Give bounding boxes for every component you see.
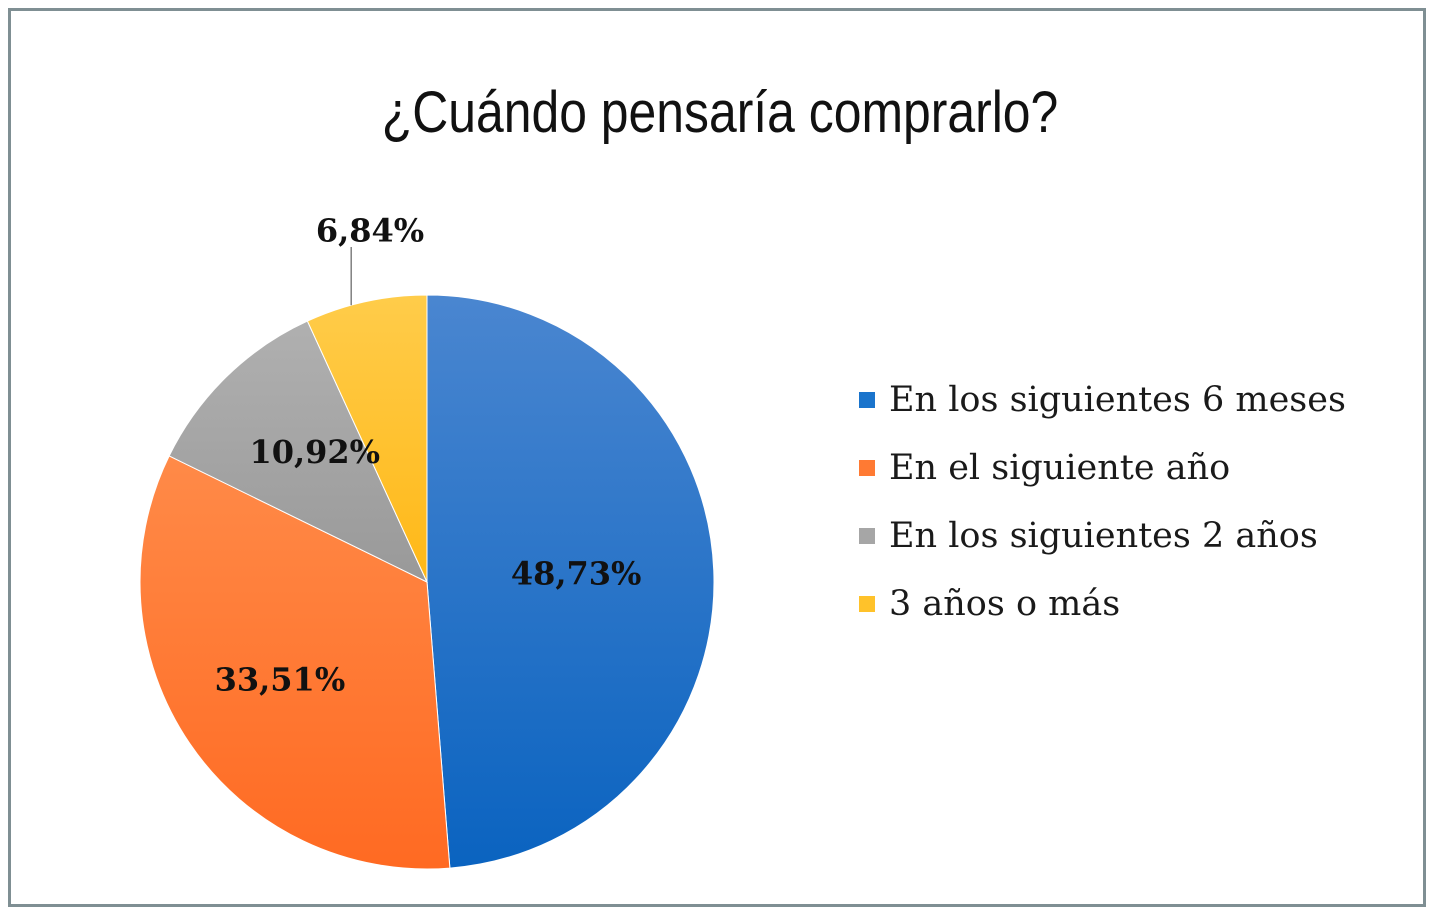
legend-label: En los siguientes 2 años [889, 516, 1318, 556]
slice-6-meses [426, 294, 715, 869]
chart-legend: En los siguientes 6 meses En el siguient… [859, 366, 1346, 638]
pie-chart: 48,73% 33,51% 10,92% 6,84% [139, 212, 715, 870]
legend-item: 3 años o más [859, 570, 1346, 638]
legend-item: En los siguientes 6 meses [859, 366, 1346, 434]
legend-swatch [859, 460, 875, 476]
data-label: 33,51% [215, 661, 346, 699]
chart-frame: ¿Cuándo pensaría comprarlo? 48,73% 33,51%… [8, 8, 1426, 907]
legend-label: 3 años o más [889, 584, 1121, 624]
chart-title: ¿Cuándo pensaría comprarlo? [381, 80, 1059, 145]
slice-siguiente-ano [139, 455, 451, 870]
data-label: 10,92% [249, 433, 380, 471]
legend-swatch [859, 528, 875, 544]
data-label: 48,73% [511, 555, 642, 593]
legend-item: En los siguientes 2 años [859, 502, 1346, 570]
legend-swatch [859, 392, 875, 408]
legend-swatch [859, 596, 875, 612]
data-label: 6,84% [316, 212, 424, 250]
slice-3-anos-o-mas [306, 294, 428, 583]
legend-label: En los siguientes 6 meses [889, 380, 1346, 420]
legend-label: En el siguiente año [889, 448, 1231, 488]
legend-item: En el siguiente año [859, 434, 1346, 502]
slice-2-anos [168, 320, 429, 584]
